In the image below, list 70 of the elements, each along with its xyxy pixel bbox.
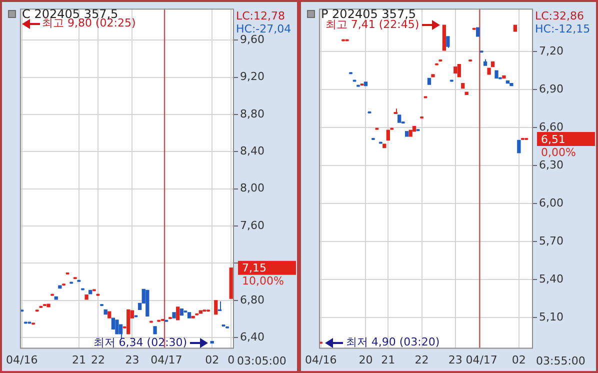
candlestick xyxy=(517,140,521,154)
y-tick-label: 5,70 xyxy=(539,234,564,248)
text: 6,51 xyxy=(541,132,566,146)
candlestick xyxy=(476,27,480,37)
candlestick xyxy=(502,75,506,79)
x-tick-label: 02 xyxy=(205,353,220,366)
annotation: 최저 4,90 (03:20) xyxy=(346,336,440,349)
candlestick xyxy=(382,144,386,148)
y-tick-label: 5,10 xyxy=(539,310,564,324)
candlestick xyxy=(198,310,202,314)
candlestick xyxy=(180,308,184,316)
candlestick xyxy=(442,24,446,51)
candlestick xyxy=(457,64,461,78)
x-tick-label: 0 xyxy=(228,353,235,366)
y-tick-label: 6,60 xyxy=(539,120,564,134)
text: HC:-12,15 xyxy=(535,22,590,36)
x-tick-label: 04/17 xyxy=(466,353,498,366)
x-tick-label: 21 xyxy=(381,353,396,366)
y-tick-label: 8,80 xyxy=(240,107,264,120)
candlestick xyxy=(510,82,514,86)
y-tick-label: 5,40 xyxy=(539,272,564,286)
chart-title: P 202405 357,5 xyxy=(321,7,416,21)
text: 03:05:00 xyxy=(237,354,286,368)
candlestick xyxy=(386,130,390,141)
candlestick xyxy=(84,294,88,300)
x-tick-label: 21 xyxy=(72,353,86,366)
candlestick xyxy=(408,130,412,137)
candlestick xyxy=(126,309,130,334)
x-tick-label: 02 xyxy=(512,353,526,366)
y-tick-label: 9,60 xyxy=(240,33,264,46)
candlestick xyxy=(46,304,50,308)
candlestick xyxy=(506,80,510,84)
candlestick xyxy=(104,309,108,315)
candlestick xyxy=(461,82,465,89)
candlestick xyxy=(364,82,368,86)
x-tick-label: 23 xyxy=(448,353,462,366)
x-tick-label: 22 xyxy=(414,353,429,366)
candlestick xyxy=(513,24,518,32)
text: 10,00% xyxy=(242,274,284,288)
candlestick xyxy=(111,318,116,330)
y-tick-label: 6,80 xyxy=(240,293,264,306)
x-tick-label: 04/16 xyxy=(305,353,337,366)
y-tick-label: 7,20 xyxy=(539,44,564,58)
candlestick xyxy=(54,296,58,300)
candlestick xyxy=(490,61,495,68)
text: LC:12,78 xyxy=(236,9,286,22)
candlestick xyxy=(172,312,176,318)
text: 0,00% xyxy=(541,146,576,159)
candlestick xyxy=(494,70,498,79)
y-tick-label: 6,40 xyxy=(240,330,264,344)
text: 7,15 xyxy=(242,262,266,275)
text: LC:32,86 xyxy=(535,9,584,22)
candlestick xyxy=(487,68,491,75)
text: HC:-27,04 xyxy=(236,22,292,36)
y-tick-label: 6,00 xyxy=(539,196,564,210)
x-tick-label: 23 xyxy=(125,353,140,366)
candlestick xyxy=(58,285,62,289)
x-tick-label: 04/16 xyxy=(6,353,38,366)
y-tick-label: 9,20 xyxy=(240,70,264,84)
candlestick xyxy=(88,290,92,294)
y-tick-label: 7,60 xyxy=(240,218,264,232)
y-tick-label: 8,00 xyxy=(240,182,264,195)
y-tick-label: 8,40 xyxy=(240,144,264,158)
y-tick-label: 6,30 xyxy=(539,158,564,172)
candlestick xyxy=(431,74,435,78)
y-tick-label: 6,90 xyxy=(539,82,564,96)
x-tick-label: 04/17 xyxy=(150,353,182,366)
text: 03:55:00 xyxy=(536,354,586,368)
x-tick-label: 22 xyxy=(90,353,105,366)
x-tick-label: 20 xyxy=(358,353,373,366)
